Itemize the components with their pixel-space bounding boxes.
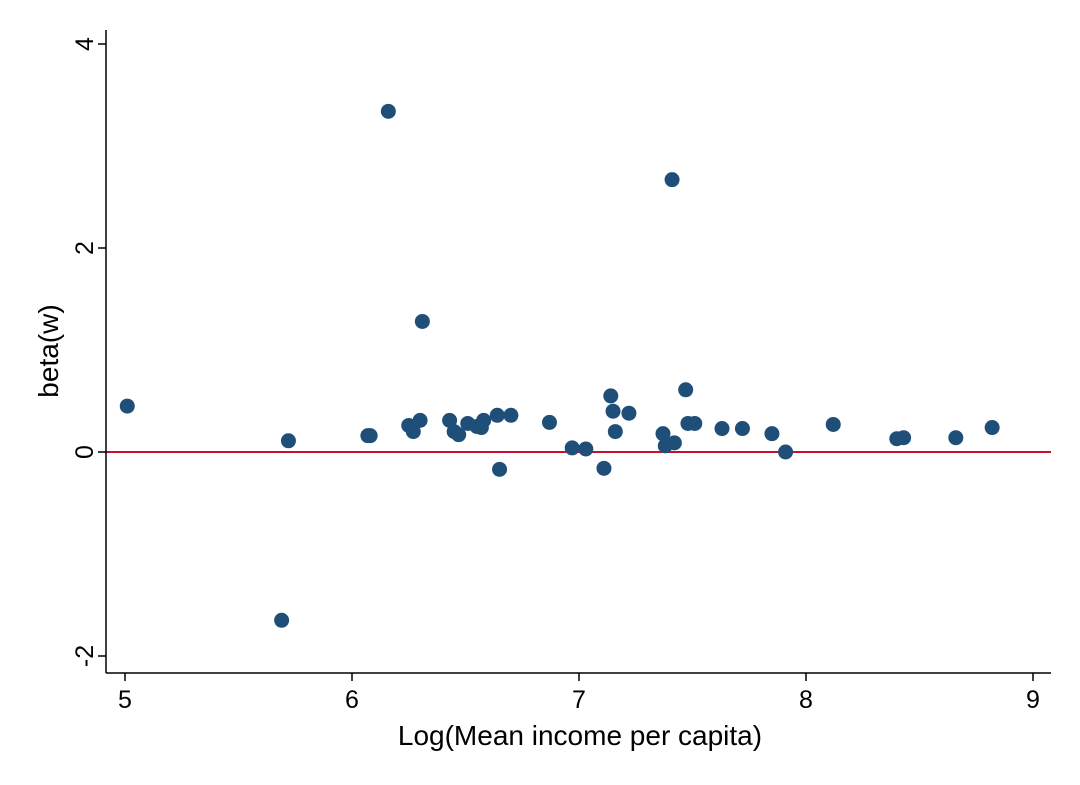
x-axis-title: Log(Mean income per capita) <box>398 720 762 751</box>
y-axis-title: beta(w) <box>33 304 64 397</box>
data-point <box>451 427 467 443</box>
data-point <box>607 424 623 440</box>
x-tick-label: 8 <box>799 686 813 714</box>
data-point <box>489 407 505 423</box>
data-point <box>984 420 1000 436</box>
data-point <box>666 435 682 451</box>
data-point <box>687 415 703 431</box>
y-tick-label: 0 <box>71 445 99 459</box>
data-point <box>655 426 671 442</box>
x-tick-layer: 5 6 7 8 9 <box>118 673 1040 714</box>
data-point <box>664 172 680 188</box>
x-tick-label: 9 <box>1026 686 1040 714</box>
data-point <box>119 398 135 414</box>
data-point <box>578 441 594 457</box>
data-point <box>476 412 492 428</box>
data-point <box>896 430 912 446</box>
data-point <box>764 426 780 442</box>
data-point <box>596 460 612 476</box>
data-point <box>274 612 290 628</box>
data-point <box>678 382 694 398</box>
y-tick-layer: -2 0 2 4 <box>71 37 106 667</box>
data-point <box>362 428 378 444</box>
data-point <box>825 416 841 432</box>
data-point <box>380 103 396 119</box>
y-tick-label: 4 <box>71 37 99 51</box>
x-tick-label: 7 <box>572 686 586 714</box>
data-point <box>503 407 519 423</box>
y-tick-label: 2 <box>71 241 99 255</box>
data-point <box>405 424 421 440</box>
data-point <box>541 414 557 430</box>
data-point <box>603 388 619 404</box>
data-point <box>280 433 296 449</box>
data-point <box>564 440 580 456</box>
data-point <box>621 405 637 421</box>
data-point <box>948 430 964 446</box>
data-point <box>605 403 621 419</box>
point-layer <box>119 103 1000 628</box>
data-point <box>492 461 508 477</box>
data-point <box>442 412 458 428</box>
x-tick-label: 5 <box>118 686 132 714</box>
x-tick-label: 6 <box>345 686 359 714</box>
data-point <box>414 313 430 329</box>
data-point <box>734 421 750 437</box>
data-point <box>412 412 428 428</box>
axis-layer <box>105 30 1051 674</box>
data-point <box>778 444 794 460</box>
y-tick-label: -2 <box>71 645 99 667</box>
data-point <box>714 421 730 437</box>
